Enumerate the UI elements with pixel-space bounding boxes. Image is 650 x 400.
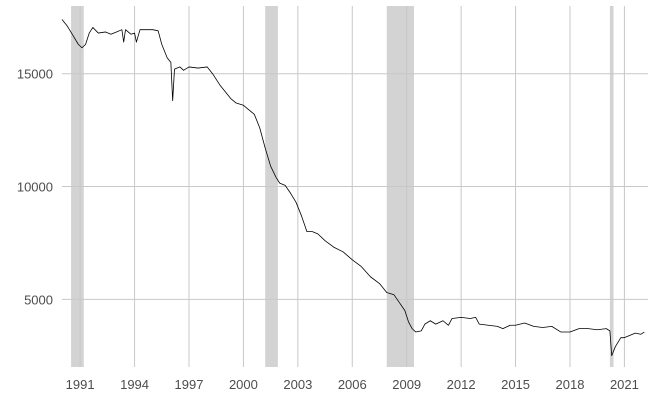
gridlines [62,6,648,367]
y-tick-label-10000: 10000 [17,180,53,195]
series-line-1 [61,19,645,357]
x-tick-label-1991: 1991 [66,377,95,392]
x-axis-tick-labels: 1991 1994 1997 2000 2003 2006 2009 2012 2015 2018… [66,377,639,392]
y-tick-label-5000: 5000 [24,292,53,307]
x-tick-label-2015: 2015 [501,377,530,392]
x-tick-label-1994: 1994 [120,377,149,392]
x-tick-label-2006: 2006 [338,377,367,392]
x-tick-label-2021: 2021 [610,377,639,392]
series-layer [61,19,645,357]
y-tick-label-15000: 15000 [17,67,53,82]
x-tick-label-1997: 1997 [175,377,204,392]
x-tick-label-2003: 2003 [283,377,312,392]
x-tick-label-2009: 2009 [392,377,421,392]
x-tick-label-2000: 2000 [229,377,258,392]
x-tick-label-2012: 2012 [447,377,476,392]
x-tick-label-2018: 2018 [556,377,585,392]
y-axis-tick-labels: 5000 10000 15000 [17,67,53,308]
